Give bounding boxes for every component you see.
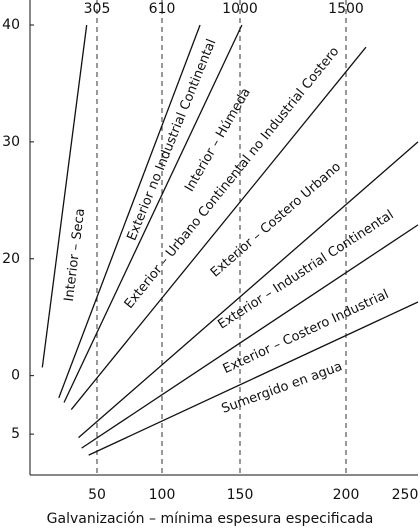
line-annotation: Exterior – Industrial Continental — [215, 208, 396, 333]
y-tick-label: 0 — [11, 368, 20, 384]
line — [41, 24, 88, 368]
x-tick-label: 250 — [392, 487, 419, 503]
x-tick-label: 50 — [88, 487, 106, 503]
line — [88, 301, 419, 456]
line — [70, 46, 367, 410]
y-tick-label: 30 — [2, 134, 20, 150]
x2-tick-label: 610 — [149, 1, 176, 17]
line — [78, 141, 419, 439]
x-tick-label: 100 — [149, 487, 176, 503]
x2-tick-label: 1500 — [328, 1, 364, 17]
line — [81, 224, 419, 449]
x-tick-label: 150 — [227, 487, 254, 503]
x2-tick-label: 1000 — [222, 1, 258, 17]
line — [63, 24, 243, 403]
x2-tick-label: 305 — [84, 1, 111, 17]
line — [58, 24, 201, 399]
x-tick-label: 200 — [333, 487, 360, 503]
y-tick-label: 5 — [11, 426, 20, 442]
x-axis-label: Galvanización – mínima espesura especifi… — [47, 511, 374, 527]
line-annotation: Interior – Seca — [62, 208, 88, 303]
y-tick-label: 40 — [2, 17, 20, 33]
y-tick-label: 20 — [2, 251, 20, 267]
